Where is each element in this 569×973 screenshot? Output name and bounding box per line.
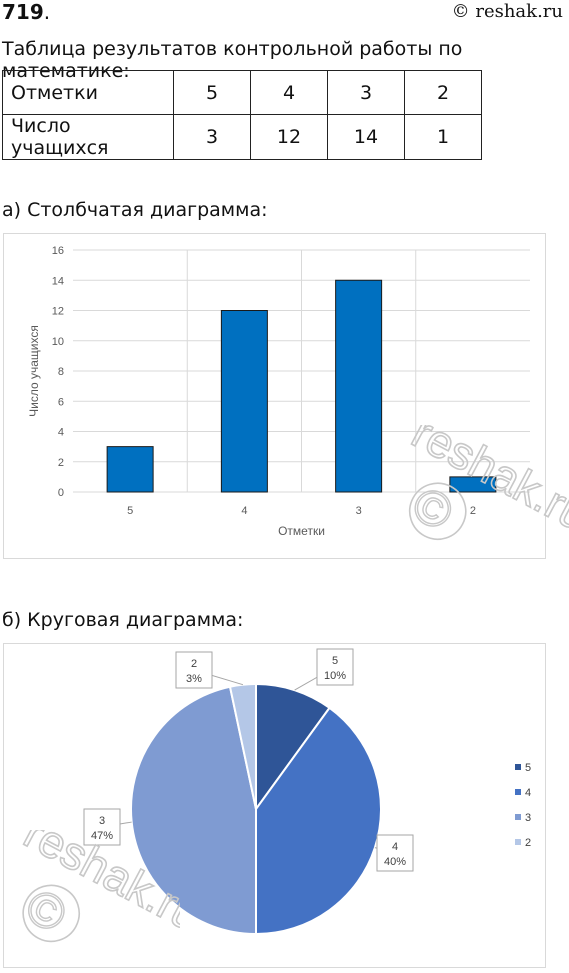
x-axis-label: Отметки [278, 524, 325, 538]
data-label-box [83, 808, 121, 846]
row-header-grades: Отметки [2, 70, 174, 115]
table-cell: 12 [250, 114, 328, 160]
data-label-box [175, 651, 213, 689]
y-tick-label: 0 [58, 487, 64, 499]
bar [335, 279, 383, 493]
y-tick-label: 10 [52, 336, 64, 348]
y-tick-label: 14 [52, 275, 64, 287]
table-cell: 4 [250, 70, 328, 115]
table-cell: 3 [173, 114, 251, 160]
pie-slice [255, 706, 382, 936]
x-tick-label: 4 [241, 505, 247, 517]
legend-label: 2 [525, 837, 531, 849]
pie-chart-caption: б) Круговая диаграмма: [2, 609, 244, 631]
y-tick-label: 4 [58, 427, 64, 439]
table-cell: 14 [327, 114, 405, 160]
bar [220, 310, 268, 493]
x-tick-label: 2 [470, 505, 476, 517]
y-tick-label: 6 [58, 396, 64, 408]
legend-swatch [515, 764, 521, 770]
legend-label: 5 [525, 762, 531, 774]
pie-chart-frame: 5 10% 4 40% 3 47% 2 3% 5 4 3 2 [3, 643, 546, 968]
data-label-percent: 47% [91, 830, 113, 842]
table-cell: 3 [327, 70, 405, 115]
legend-swatch [515, 839, 521, 845]
data-label-percent: 10% [324, 670, 346, 682]
problem-number: 719. [2, 0, 51, 24]
data-label-category: 3 [99, 815, 105, 827]
table-cell: 1 [404, 114, 482, 160]
pie-chart: 5 10% 4 40% 3 47% 2 3% 5 4 3 2 [83, 648, 531, 936]
row-header-students: Число учащихся [2, 114, 174, 160]
data-label-category: 4 [392, 841, 398, 853]
pie-slice [255, 682, 331, 813]
bar [106, 446, 154, 493]
source-credit: © reshak.ru [451, 1, 563, 22]
legend-label: 4 [525, 787, 531, 799]
y-tick-label: 2 [58, 457, 64, 469]
y-tick-label: 8 [58, 366, 64, 378]
table-row-students: Число учащихся 3 12 14 1 [2, 114, 482, 160]
y-tick-label: 16 [52, 245, 64, 257]
y-axis-label: Число учащихся [27, 325, 41, 417]
y-tick-label: 12 [52, 306, 64, 318]
table-row-grades: Отметки 5 4 3 2 [2, 70, 482, 115]
legend-label: 3 [525, 812, 531, 824]
bar-chart-frame: 0 2 4 6 8 10 12 14 16 5 4 3 2 Отметки Число учащихся [3, 233, 546, 559]
legend-swatch [515, 789, 521, 795]
bar-chart: 0 2 4 6 8 10 12 14 16 5 4 3 2 Отметки Число учащихся [27, 245, 530, 538]
bar-chart-caption: а) Столбчатая диаграмма: [2, 199, 268, 221]
legend-swatch [515, 814, 521, 820]
table-cell: 2 [404, 70, 482, 115]
data-label-category: 5 [332, 655, 338, 667]
bar [449, 476, 497, 493]
data-label-percent: 40% [384, 856, 406, 868]
data-label-percent: 3% [186, 673, 202, 685]
results-table: Отметки 5 4 3 2 Число учащихся 3 12 14 1 [2, 70, 482, 160]
x-tick-label: 3 [356, 505, 362, 517]
data-label-box [376, 834, 414, 872]
x-tick-label: 5 [127, 505, 133, 517]
data-label-category: 2 [191, 658, 197, 670]
table-cell: 5 [173, 70, 251, 115]
data-label-box [316, 648, 354, 686]
